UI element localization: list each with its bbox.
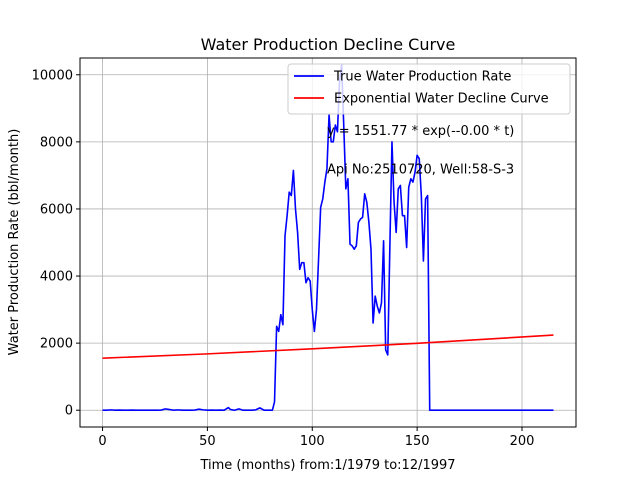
x-tick-label-1: 50 xyxy=(199,434,216,449)
x-tick-label-3: 150 xyxy=(405,434,430,449)
x-tick-label-2: 100 xyxy=(300,434,325,449)
series-line-0 xyxy=(102,63,554,412)
y-tick-label-3: 6000 xyxy=(40,202,73,217)
annotations: y = 1551.77 * exp(--0.00 * t) Api No:2510… xyxy=(327,124,514,178)
y-tick-label-0: 0 xyxy=(65,404,73,419)
y-tick-label-2: 4000 xyxy=(40,270,73,285)
legend: True Water Production Rate Exponential Wa… xyxy=(287,63,571,115)
legend-box xyxy=(287,63,571,115)
series-line-1 xyxy=(102,334,554,359)
legend-label-0: True Water Production Rate xyxy=(333,70,511,85)
y-tick-label-5: 10000 xyxy=(32,68,73,83)
series-group xyxy=(102,63,554,412)
legend-label-1: Exponential Water Decline Curve xyxy=(334,92,549,107)
x-axis-label: Time (months) from:1/1979 to:12/1997 xyxy=(199,458,455,473)
annotation-1: Api No:2510720, Well:58-S-3 xyxy=(327,163,514,178)
y-tick-label-1: 2000 xyxy=(40,337,73,352)
y-axis-label: Water Production Rate (bbl/month) xyxy=(7,129,22,356)
y-tick-label-4: 8000 xyxy=(40,135,73,150)
x-tick-label-0: 0 xyxy=(98,434,106,449)
x-tick-label-4: 200 xyxy=(510,434,535,449)
chart-title: Water Production Decline Curve xyxy=(201,35,456,54)
annotation-0: y = 1551.77 * exp(--0.00 * t) xyxy=(327,124,514,139)
plot-frame xyxy=(79,57,577,428)
